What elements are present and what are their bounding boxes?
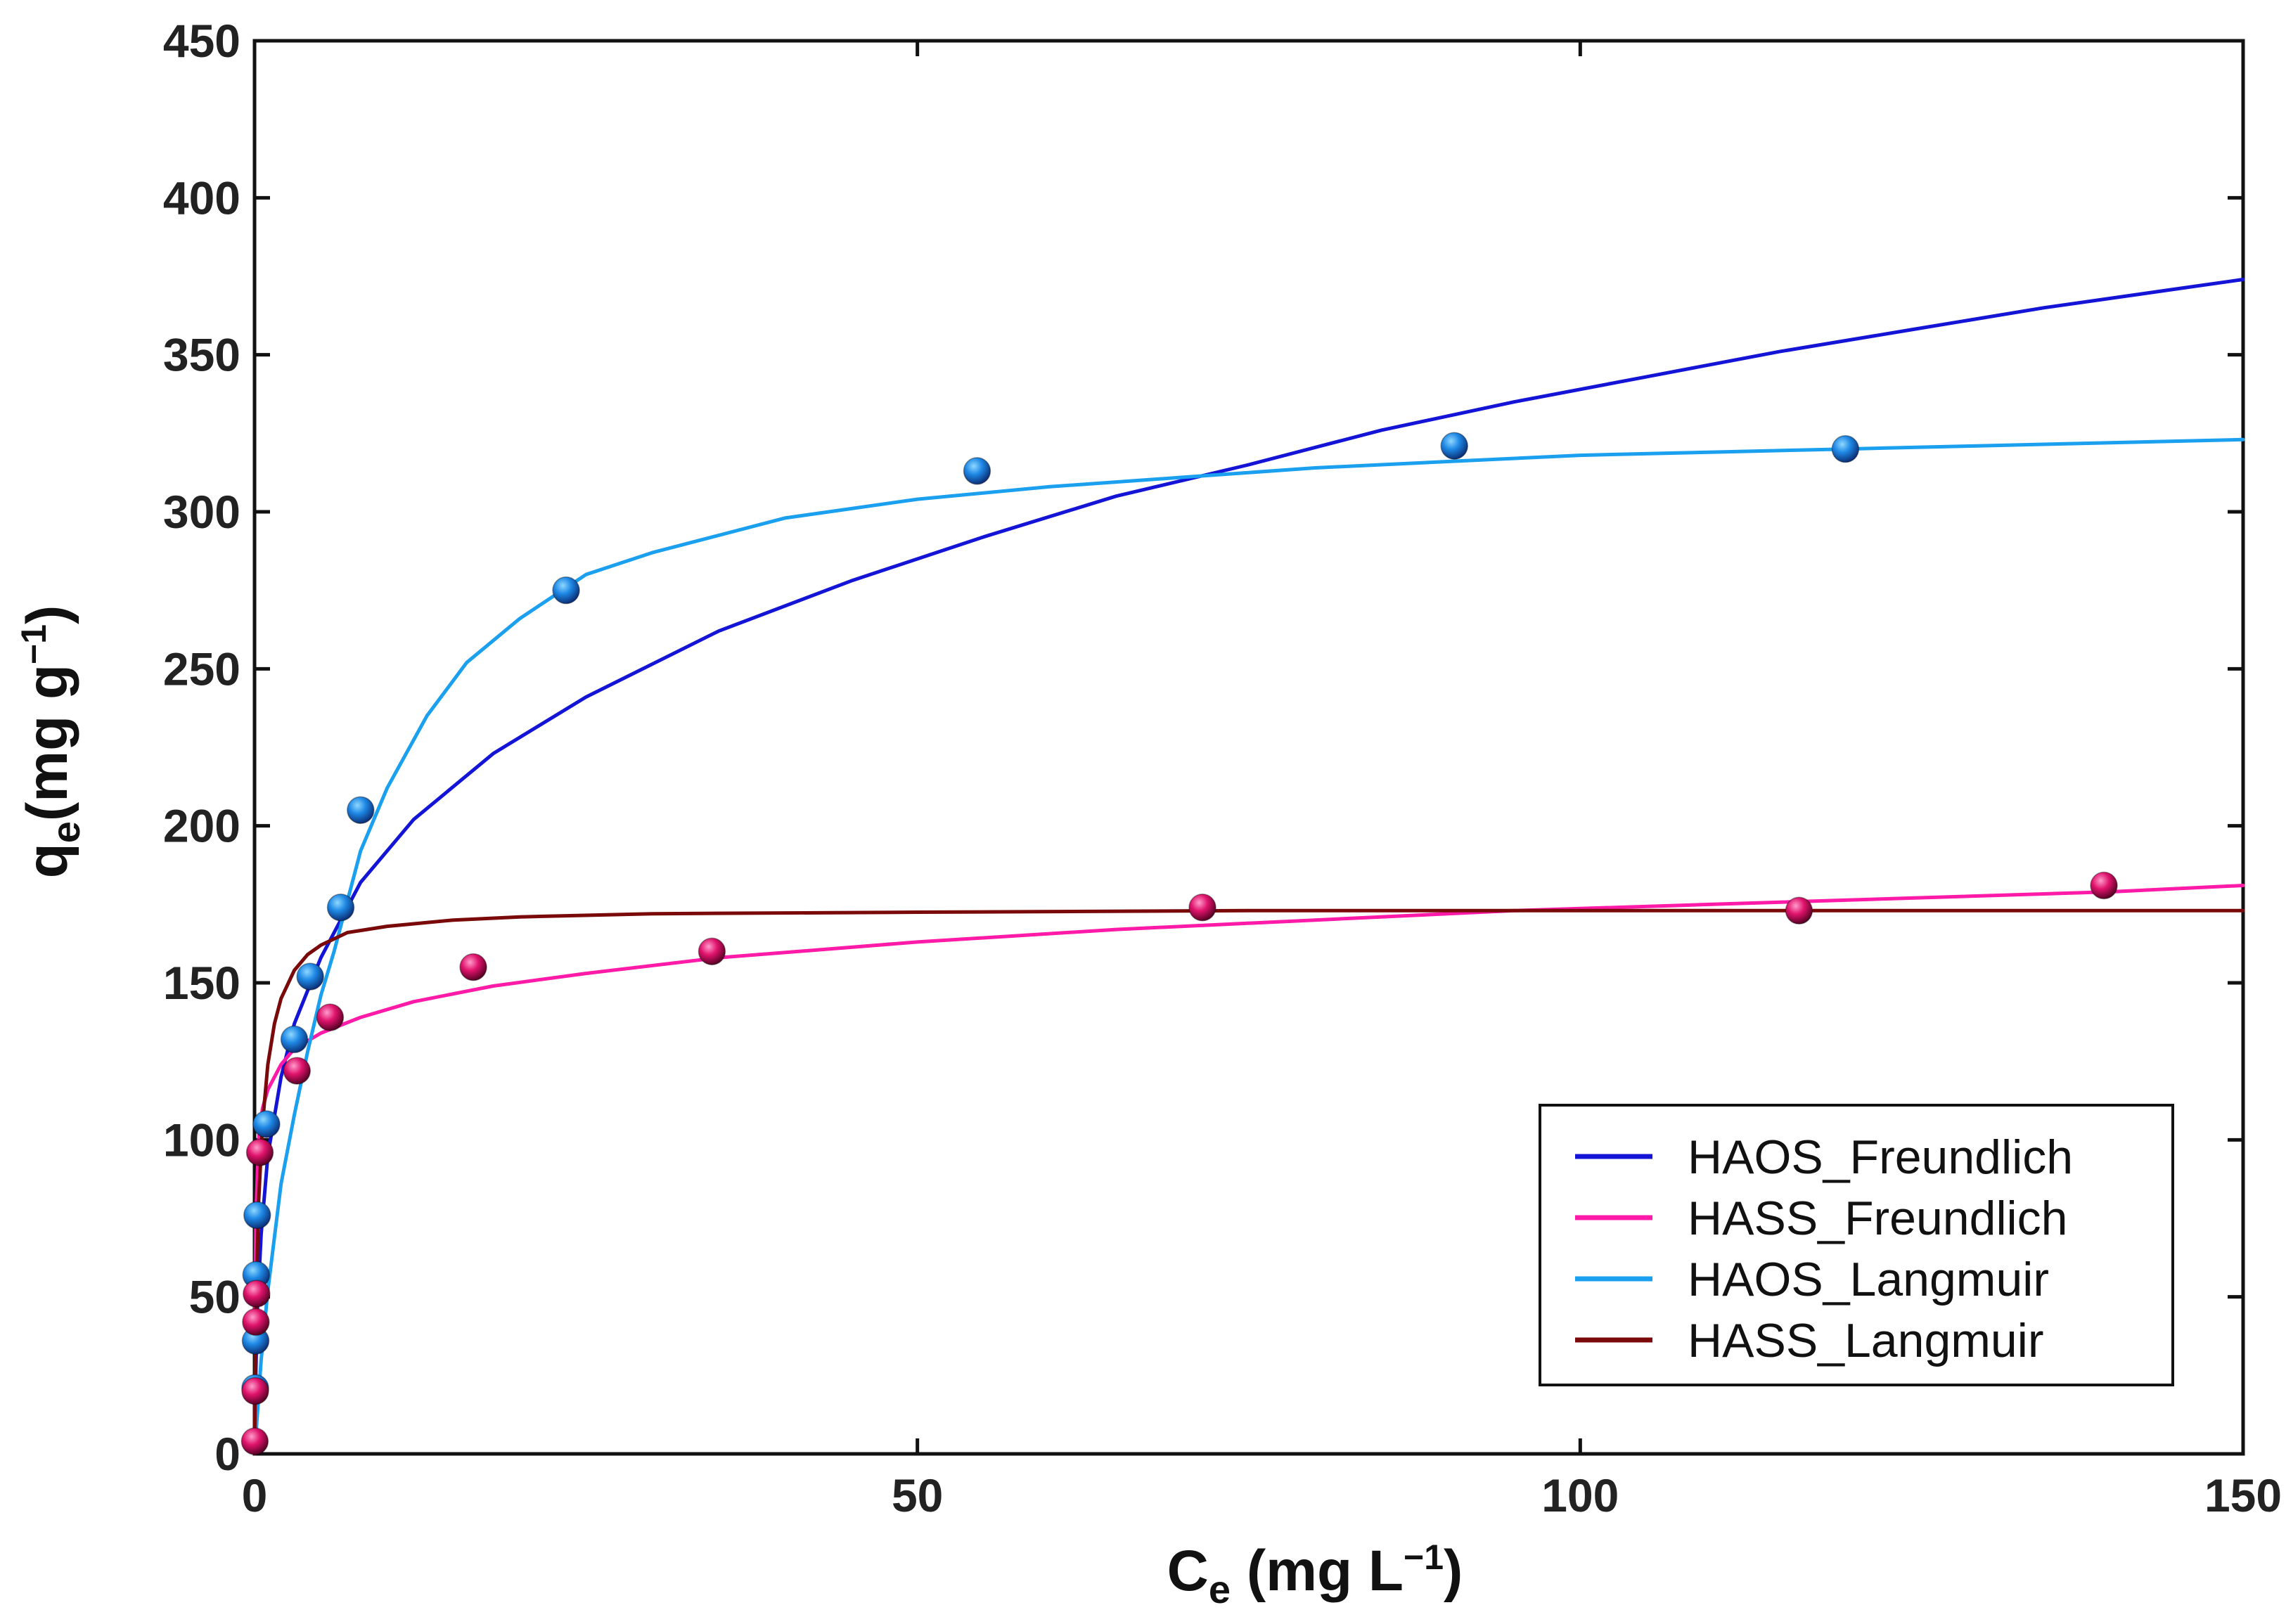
series-line-haos-langmuir (252, 437, 2245, 1456)
y-tick-label: 450 (163, 15, 240, 67)
data-point-haos-data (280, 1025, 309, 1054)
data-point-haos-data (1440, 432, 1468, 460)
y-axis-ticks: 0 50 100 150 200 250 300 350 400 450 (163, 15, 2243, 1480)
legend-label: HASS_Freundlich (1688, 1192, 2067, 1245)
y-tick-label: 200 (163, 800, 240, 852)
data-point-hass-data (459, 953, 487, 981)
legend-label: HASS_Langmuir (1688, 1314, 2043, 1367)
data-point-hass-data (698, 937, 726, 966)
x-tick-label: 100 (1541, 1469, 1619, 1521)
y-tick-label: 400 (163, 172, 240, 224)
plot-frame (252, 39, 2245, 1456)
legend-label: HAOS_Langmuir (1688, 1253, 2049, 1306)
data-point-haos-data (243, 1201, 271, 1230)
data-point-haos-data (1831, 434, 1860, 463)
x-axis-ticks: 0 50 100 150 (242, 41, 2282, 1521)
plot-border (252, 39, 2245, 1456)
data-point-hass-data (245, 1138, 274, 1166)
y-axis-title: qe(mg g−1) (14, 605, 88, 879)
data-point-haos-data (252, 1110, 281, 1138)
x-tick-label: 150 (2204, 1469, 2282, 1521)
y-tick-label: 150 (163, 957, 240, 1009)
x-tick-label: 0 (242, 1469, 268, 1521)
y-tick-label: 50 (189, 1271, 240, 1323)
data-point-haos-data (347, 796, 375, 825)
series-line-haos-freundlich (252, 278, 2245, 1418)
y-tick-label: 0 (214, 1428, 240, 1480)
data-point-haos-data (296, 962, 324, 991)
x-tick-label: 50 (892, 1469, 943, 1521)
data-point-haos-data (326, 894, 355, 922)
data-point-hass-data (316, 1003, 345, 1031)
legend: HAOS_Freundlich HASS_Freundlich HAOS_Langm… (1539, 1104, 2174, 1386)
legend-label: HAOS_Freundlich (1688, 1130, 2073, 1184)
y-tick-label: 300 (163, 486, 240, 538)
data-point-haos-data (552, 576, 580, 605)
data-point-hass-data (240, 1427, 269, 1455)
y-tick-label: 100 (163, 1114, 240, 1166)
data-point-hass-data (243, 1280, 271, 1308)
data-point-hass-data (2090, 871, 2118, 900)
y-tick-label: 350 (163, 329, 240, 381)
data-point-hass-data (241, 1377, 269, 1405)
x-axis-title: Ce (mg L−1) (1167, 1538, 1463, 1611)
data-points (240, 432, 2118, 1455)
data-point-haos-data (963, 457, 991, 485)
data-point-hass-data (1188, 894, 1216, 922)
y-tick-label: 250 (163, 643, 240, 695)
data-point-hass-data (242, 1308, 270, 1336)
data-point-hass-data (283, 1057, 312, 1085)
data-point-hass-data (1785, 896, 1813, 925)
